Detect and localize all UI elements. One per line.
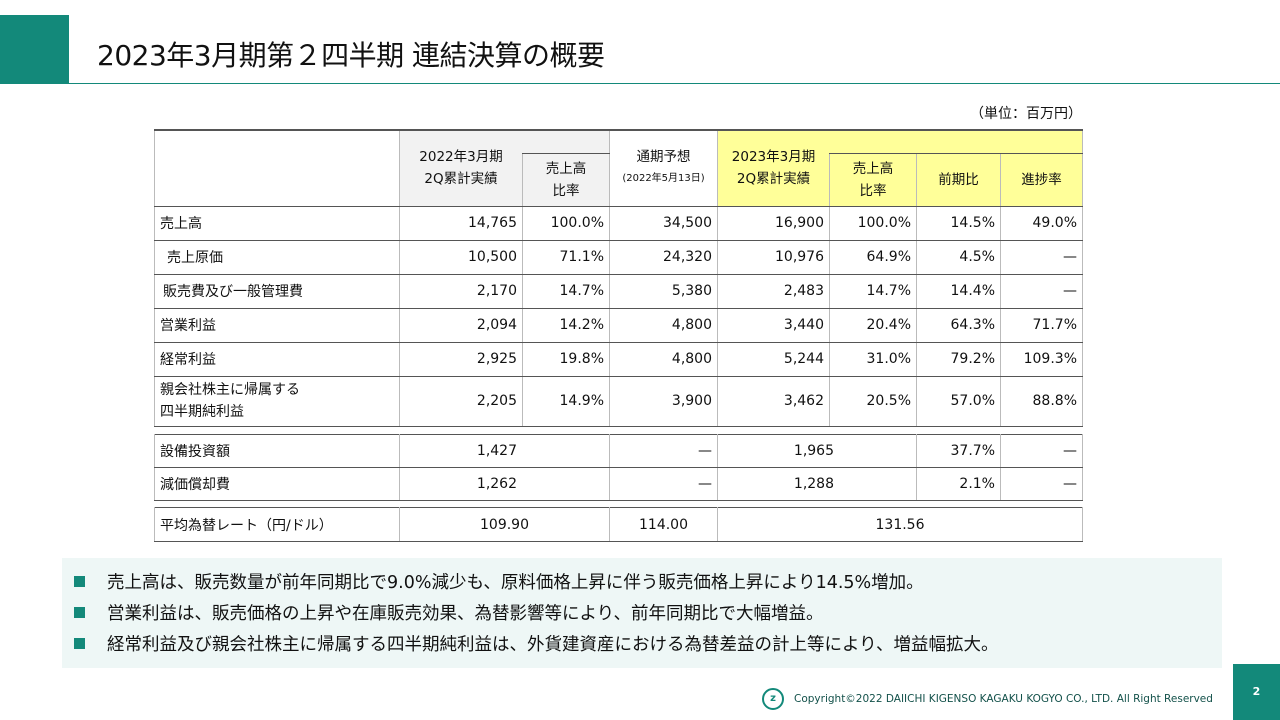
- cell-value: —: [609, 467, 718, 501]
- results-table: 2022年3月期 2Q累計実績 通期予想 (2022年5月13日) 2023年3月期…: [154, 129, 1083, 427]
- header-forecast: 通期予想 (2022年5月13日): [609, 130, 718, 207]
- cell-value: 24,320: [609, 240, 718, 275]
- row-label: 販売費及び一般管理費: [154, 274, 400, 309]
- cell-value: 14.7%: [522, 274, 610, 309]
- bullet-item: 営業利益は、販売価格の上昇や在庫販売効果、為替影響等により、前年同期比で大幅増益…: [74, 597, 1222, 628]
- header-blank: [154, 130, 400, 207]
- header-yoy: 前期比: [916, 153, 1001, 207]
- header-current: 2023年3月期 2Q累計実績: [717, 130, 830, 207]
- header-progress: 進捗率: [1000, 153, 1083, 207]
- cell-value: 49.0%: [1000, 206, 1083, 241]
- cell-value: 100.0%: [522, 206, 610, 241]
- header-prev: 2022年3月期 2Q累計実績: [399, 130, 523, 207]
- cell-value: 2.1%: [916, 467, 1001, 501]
- unit-label: （単位：百万円）: [970, 106, 1082, 122]
- cell-value: 14.2%: [522, 308, 610, 343]
- header-prev-ratio: 売上高 比率: [522, 153, 610, 207]
- row-label: 売上原価: [154, 240, 400, 275]
- cell-value: —: [1000, 434, 1083, 468]
- capex-table: 設備投資額 1,427 — 1,965 37.7% — 減価償却費 1,262 —…: [154, 434, 1083, 501]
- header-cur-ratio: 売上高 比率: [829, 153, 917, 207]
- cell-value: 16,900: [717, 206, 830, 241]
- fx-prev: 109.90: [399, 507, 610, 542]
- bullet-item: 経常利益及び親会社株主に帰属する四半期純利益は、外貨建資産における為替差益の計上…: [74, 628, 1222, 659]
- cell-value: 10,976: [717, 240, 830, 275]
- cell-value: 1,965: [717, 434, 917, 468]
- cell-value: 71.1%: [522, 240, 610, 275]
- bullet-item: 売上高は、販売数量が前年同期比で9.0%減少も、原料価格上昇に伴う販売価格上昇に…: [74, 566, 1222, 597]
- bullet-square-icon: [74, 638, 85, 649]
- cell-value: 34,500: [609, 206, 718, 241]
- cell-value: 64.9%: [829, 240, 917, 275]
- company-logo-icon: z: [762, 688, 784, 710]
- cell-value: 20.4%: [829, 308, 917, 343]
- cell-value: 1,427: [399, 434, 610, 468]
- cell-value: 19.8%: [522, 342, 610, 377]
- cell-value: —: [1000, 240, 1083, 275]
- cell-value: 88.8%: [1000, 376, 1083, 427]
- page-title: 2023年3月期第２四半期 連結決算の概要: [97, 39, 605, 72]
- table-row: 売上原価 10,500 71.1% 24,320 10,976 64.9% 4.5% —: [154, 240, 1083, 275]
- cell-value: 2,925: [399, 342, 523, 377]
- cell-value: 20.5%: [829, 376, 917, 427]
- fx-current: 131.56: [717, 507, 1083, 542]
- table-row: 親会社株主に帰属する 四半期純利益 2,205 14.9% 3,900 3,462 20.5…: [154, 376, 1083, 427]
- cell-value: 64.3%: [916, 308, 1001, 343]
- cell-value: 4.5%: [916, 240, 1001, 275]
- cell-value: 37.7%: [916, 434, 1001, 468]
- page-number: 2: [1233, 664, 1280, 720]
- title-divider: [69, 83, 1280, 84]
- cell-value: 14.7%: [829, 274, 917, 309]
- cell-value: 79.2%: [916, 342, 1001, 377]
- cell-value: 5,244: [717, 342, 830, 377]
- cell-value: 57.0%: [916, 376, 1001, 427]
- cell-value: 1,262: [399, 467, 610, 501]
- cell-value: 5,380: [609, 274, 718, 309]
- cell-value: —: [1000, 467, 1083, 501]
- cell-value: 100.0%: [829, 206, 917, 241]
- cell-value: 2,094: [399, 308, 523, 343]
- table-row: 売上高 14,765 100.0% 34,500 16,900 100.0% 14.5% 49…: [154, 206, 1083, 241]
- cell-value: 14.4%: [916, 274, 1001, 309]
- bullet-square-icon: [74, 607, 85, 618]
- cell-value: 2,483: [717, 274, 830, 309]
- fx-forecast: 114.00: [609, 507, 718, 542]
- table-row: 減価償却費 1,262 — 1,288 2.1% —: [154, 467, 1083, 501]
- cell-value: —: [1000, 274, 1083, 309]
- cell-value: 71.7%: [1000, 308, 1083, 343]
- row-label: 売上高: [154, 206, 400, 241]
- summary-bullets: 売上高は、販売数量が前年同期比で9.0%減少も、原料価格上昇に伴う販売価格上昇に…: [62, 558, 1222, 668]
- cell-value: —: [609, 434, 718, 468]
- cell-value: 2,170: [399, 274, 523, 309]
- cell-value: 4,800: [609, 342, 718, 377]
- cell-value: 3,440: [717, 308, 830, 343]
- fx-label: 平均為替レート（円/ドル）: [154, 507, 400, 542]
- cell-value: 14.5%: [916, 206, 1001, 241]
- table-row: 設備投資額 1,427 — 1,965 37.7% —: [154, 434, 1083, 468]
- table-row: 営業利益 2,094 14.2% 4,800 3,440 20.4% 64.3% 71.7%: [154, 308, 1083, 343]
- copyright: Copyright©2022 DAIICHI KIGENSO KAGAKU KO…: [794, 693, 1213, 705]
- table-row: 販売費及び一般管理費 2,170 14.7% 5,380 2,483 14.7% 14.4%…: [154, 274, 1083, 309]
- cell-value: 31.0%: [829, 342, 917, 377]
- corner-accent: [0, 15, 69, 84]
- cell-value: 4,800: [609, 308, 718, 343]
- cell-value: 2,205: [399, 376, 523, 427]
- row-label: 減価償却費: [154, 467, 400, 501]
- fx-table: 平均為替レート（円/ドル） 109.90 114.00 131.56: [154, 507, 1083, 542]
- cell-value: 14,765: [399, 206, 523, 241]
- cell-value: 14.9%: [522, 376, 610, 427]
- cell-value: 3,462: [717, 376, 830, 427]
- table-row: 経常利益 2,925 19.8% 4,800 5,244 31.0% 79.2% 109.3%: [154, 342, 1083, 377]
- cell-value: 10,500: [399, 240, 523, 275]
- row-label: 経常利益: [154, 342, 400, 377]
- cell-value: 109.3%: [1000, 342, 1083, 377]
- row-label: 設備投資額: [154, 434, 400, 468]
- cell-value: 1,288: [717, 467, 917, 501]
- cell-value: 3,900: [609, 376, 718, 427]
- row-label: 営業利益: [154, 308, 400, 343]
- row-label: 親会社株主に帰属する 四半期純利益: [154, 376, 400, 427]
- bullet-square-icon: [74, 576, 85, 587]
- footer: z Copyright©2022 DAIICHI KIGENSO KAGAKU …: [762, 688, 1213, 710]
